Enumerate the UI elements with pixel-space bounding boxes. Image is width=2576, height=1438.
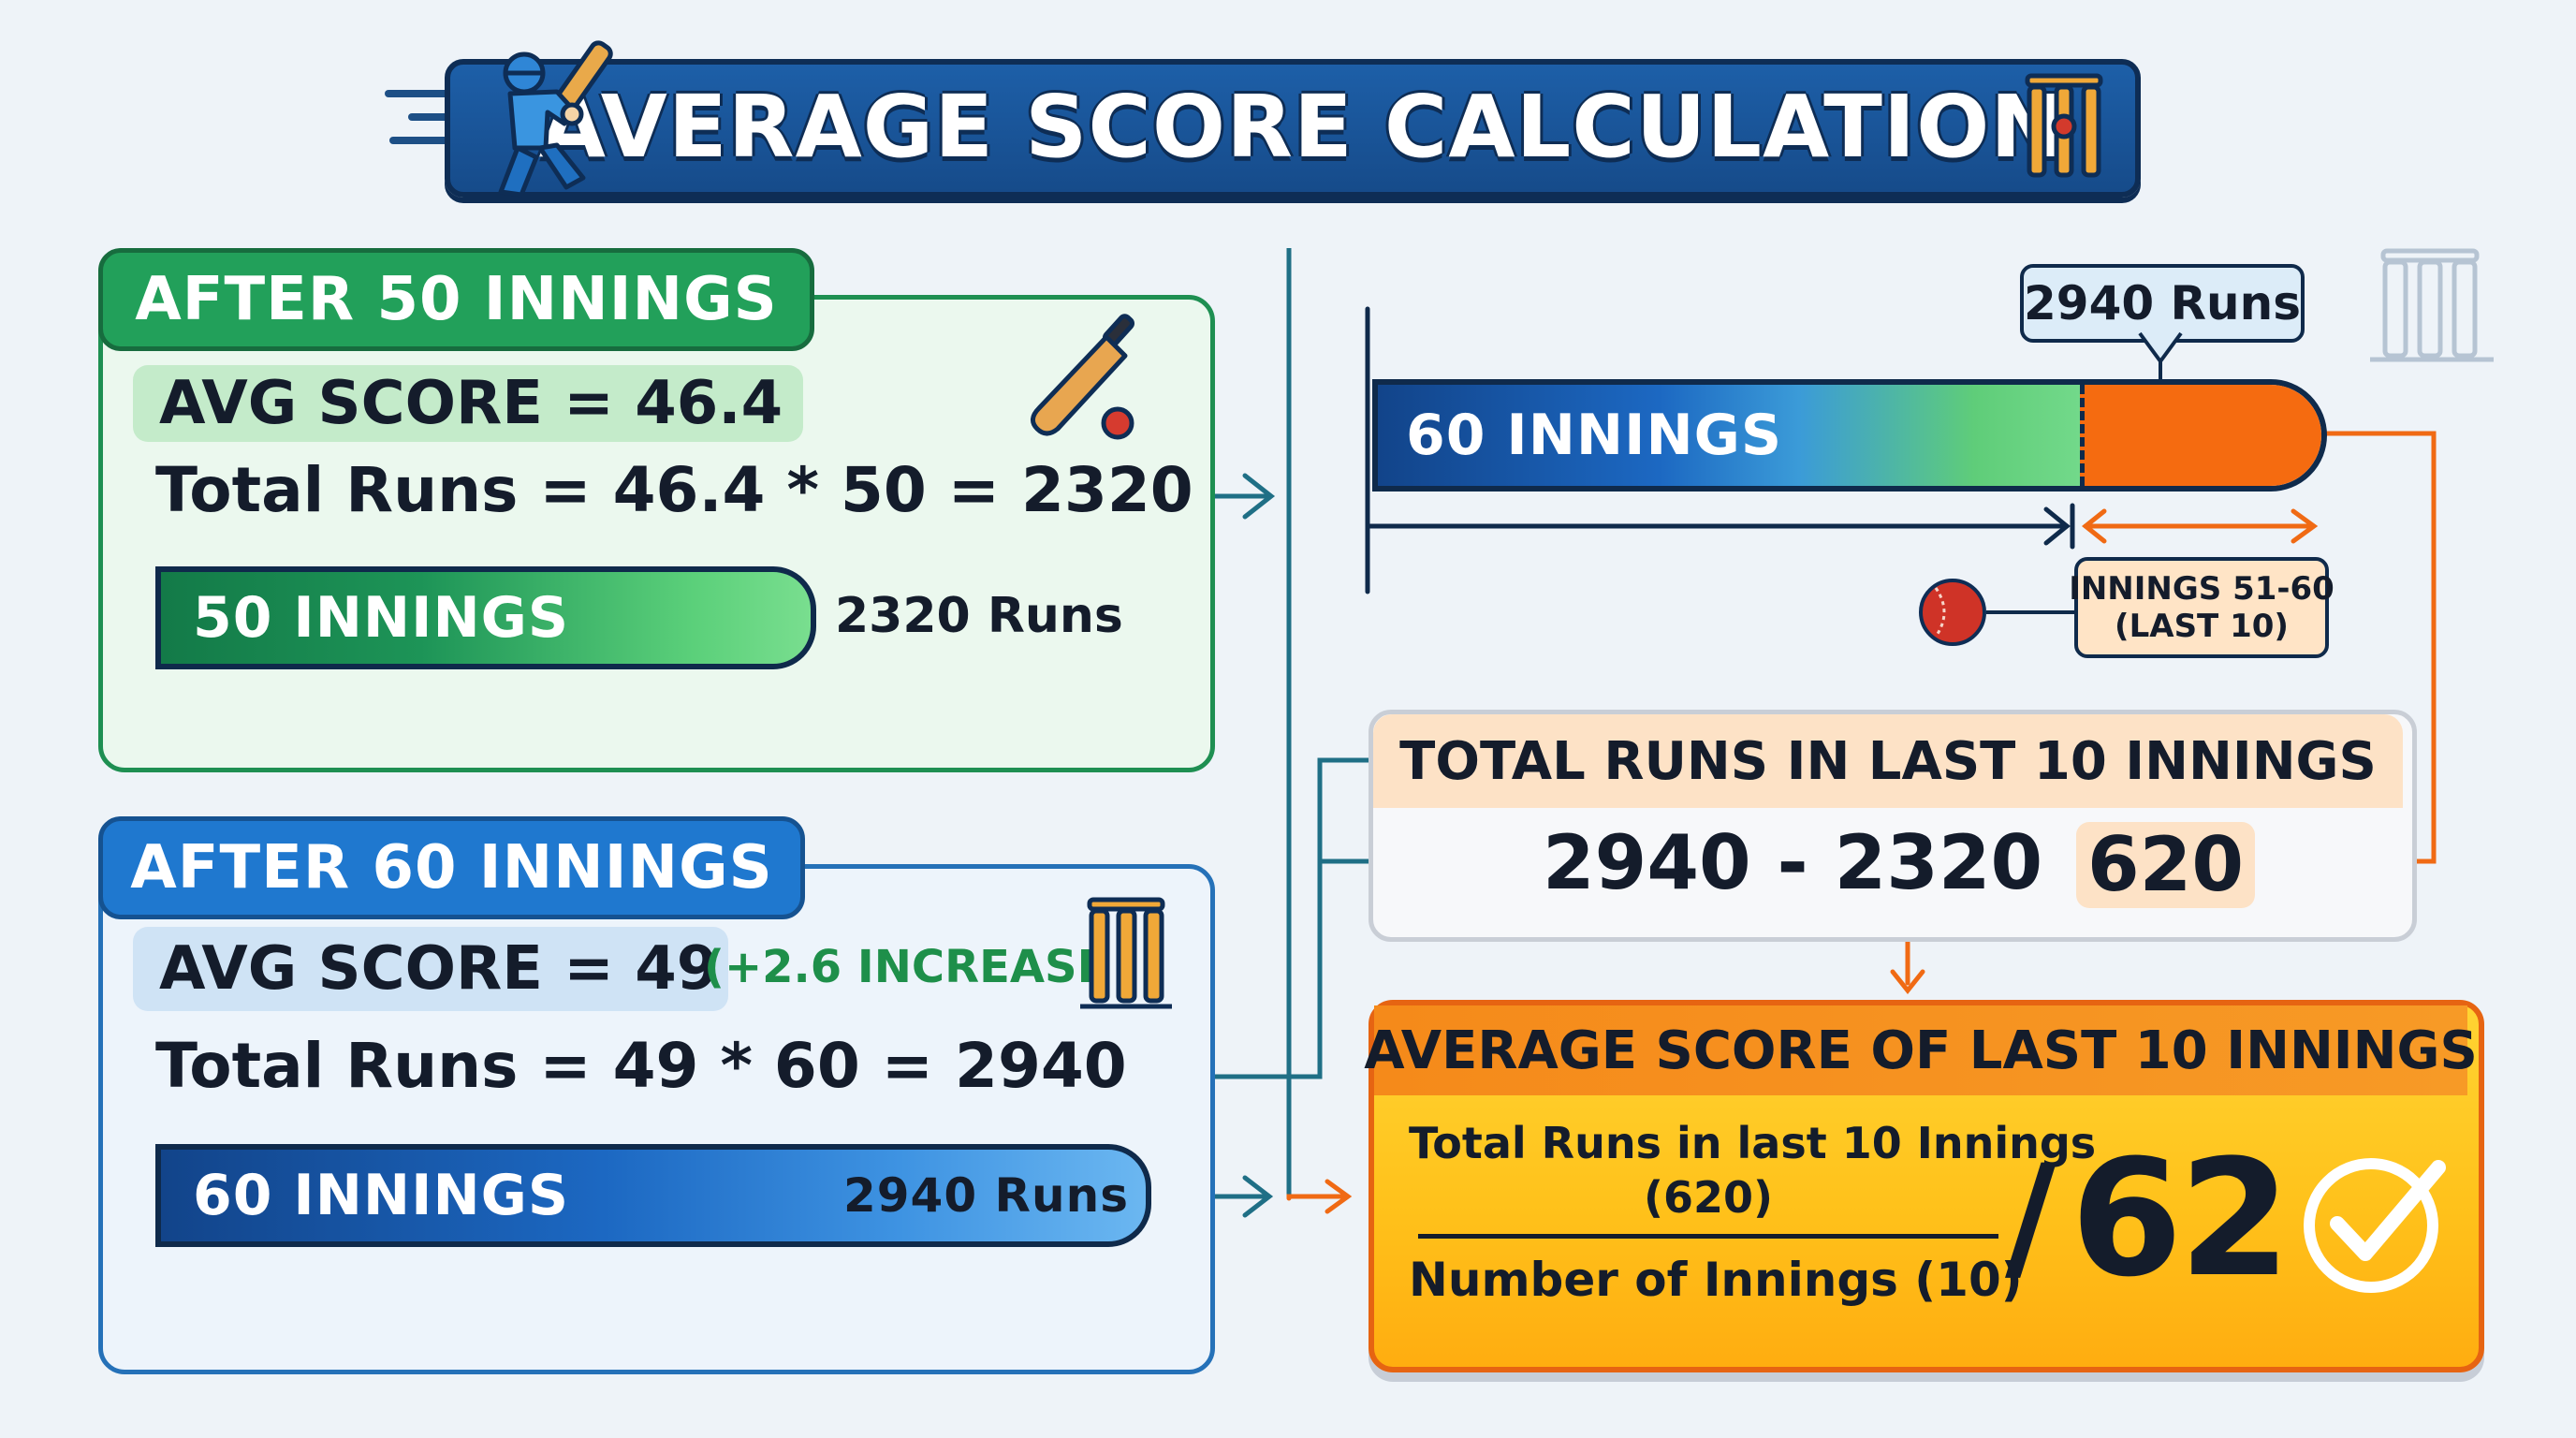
fraction-numerator-line1: Total Runs in last 10 Innings xyxy=(1409,1118,2097,1168)
bar-50-runs-label: 2320 Runs xyxy=(835,588,1123,644)
after-50-tab: AFTER 50 INNINGS xyxy=(98,248,814,351)
innings-51-60-tag: INNINGS 51-60 (LAST 10) xyxy=(2069,557,2334,658)
result-title: AVERAGE SCORE OF LAST 10 INNINGS xyxy=(1364,1020,2478,1081)
innings-51-60-tag-line1: INNINGS 51-60 xyxy=(2069,570,2334,608)
fraction-numerator-line2: (620) xyxy=(1643,1172,1774,1223)
wicket-icon xyxy=(2025,73,2103,178)
fraction-bar xyxy=(1418,1234,1998,1239)
after-50-formula: Total Runs = 46.4 * 50 = 2320 xyxy=(155,454,1193,526)
after-60-increase: (+2.6 INCREASE xyxy=(704,941,1108,993)
bar-60-runs-label: 2940 Runs xyxy=(842,1168,1129,1223)
axis-comparison xyxy=(1365,306,2075,594)
cricket-ball-icon xyxy=(1919,579,2076,646)
bar-60-innings: 60 INNINGS 2940 Runs xyxy=(155,1144,1151,1247)
innings-51-60-tag-line2: (LAST 10) xyxy=(2115,608,2289,645)
last-10-total-title: TOTAL RUNS IN LAST 10 INNINGS xyxy=(1399,730,2377,792)
page-title: AVERAGE SCORE CALCULATION xyxy=(538,76,2064,177)
comparison-bar-last-10 xyxy=(2080,385,2321,486)
comparison-bar-first-50: 60 INNINGS xyxy=(1378,385,2080,486)
fraction-denominator: Number of Innings (10) xyxy=(1409,1253,2023,1307)
range-arrow-last10 xyxy=(2081,508,2319,544)
comparison-bar-label: 60 INNINGS xyxy=(1406,403,1783,468)
result-header xyxy=(1374,1005,2467,1095)
fraction-numerator: Total Runs in last 10 Innings (620) xyxy=(1409,1116,2097,1225)
after-60-tab: AFTER 60 INNINGS xyxy=(98,816,805,919)
checkmark-icon xyxy=(2304,1158,2446,1293)
last-10-total-equation: 2940 - 2320 = xyxy=(1543,819,2132,906)
bat-and-ball-icon xyxy=(1031,314,1135,440)
after-60-avg-score: AVG SCORE = 49 xyxy=(133,927,728,1011)
last-10-total-result: 620 xyxy=(2076,822,2255,908)
comparison-bar-60-innings: 60 INNINGS xyxy=(1372,379,2327,492)
batsman-icon xyxy=(498,40,613,198)
bar-50-innings: 50 INNINGS xyxy=(155,566,816,669)
result-slash: / xyxy=(2005,1136,2056,1299)
stumps-icon xyxy=(1080,897,1172,1009)
result-value: 62 xyxy=(2071,1124,2291,1313)
after-50-avg-score: AVG SCORE = 46.4 xyxy=(133,365,803,442)
bar-50-innings-label: 50 INNINGS xyxy=(193,585,570,651)
last-10-total-header xyxy=(1373,714,2403,808)
after-60-formula: Total Runs = 49 * 60 = 2940 xyxy=(155,1030,1127,1102)
bar-60-innings-label: 60 INNINGS xyxy=(193,1163,570,1228)
faded-wicket-icon xyxy=(2370,248,2494,362)
title-banner xyxy=(445,59,2141,198)
